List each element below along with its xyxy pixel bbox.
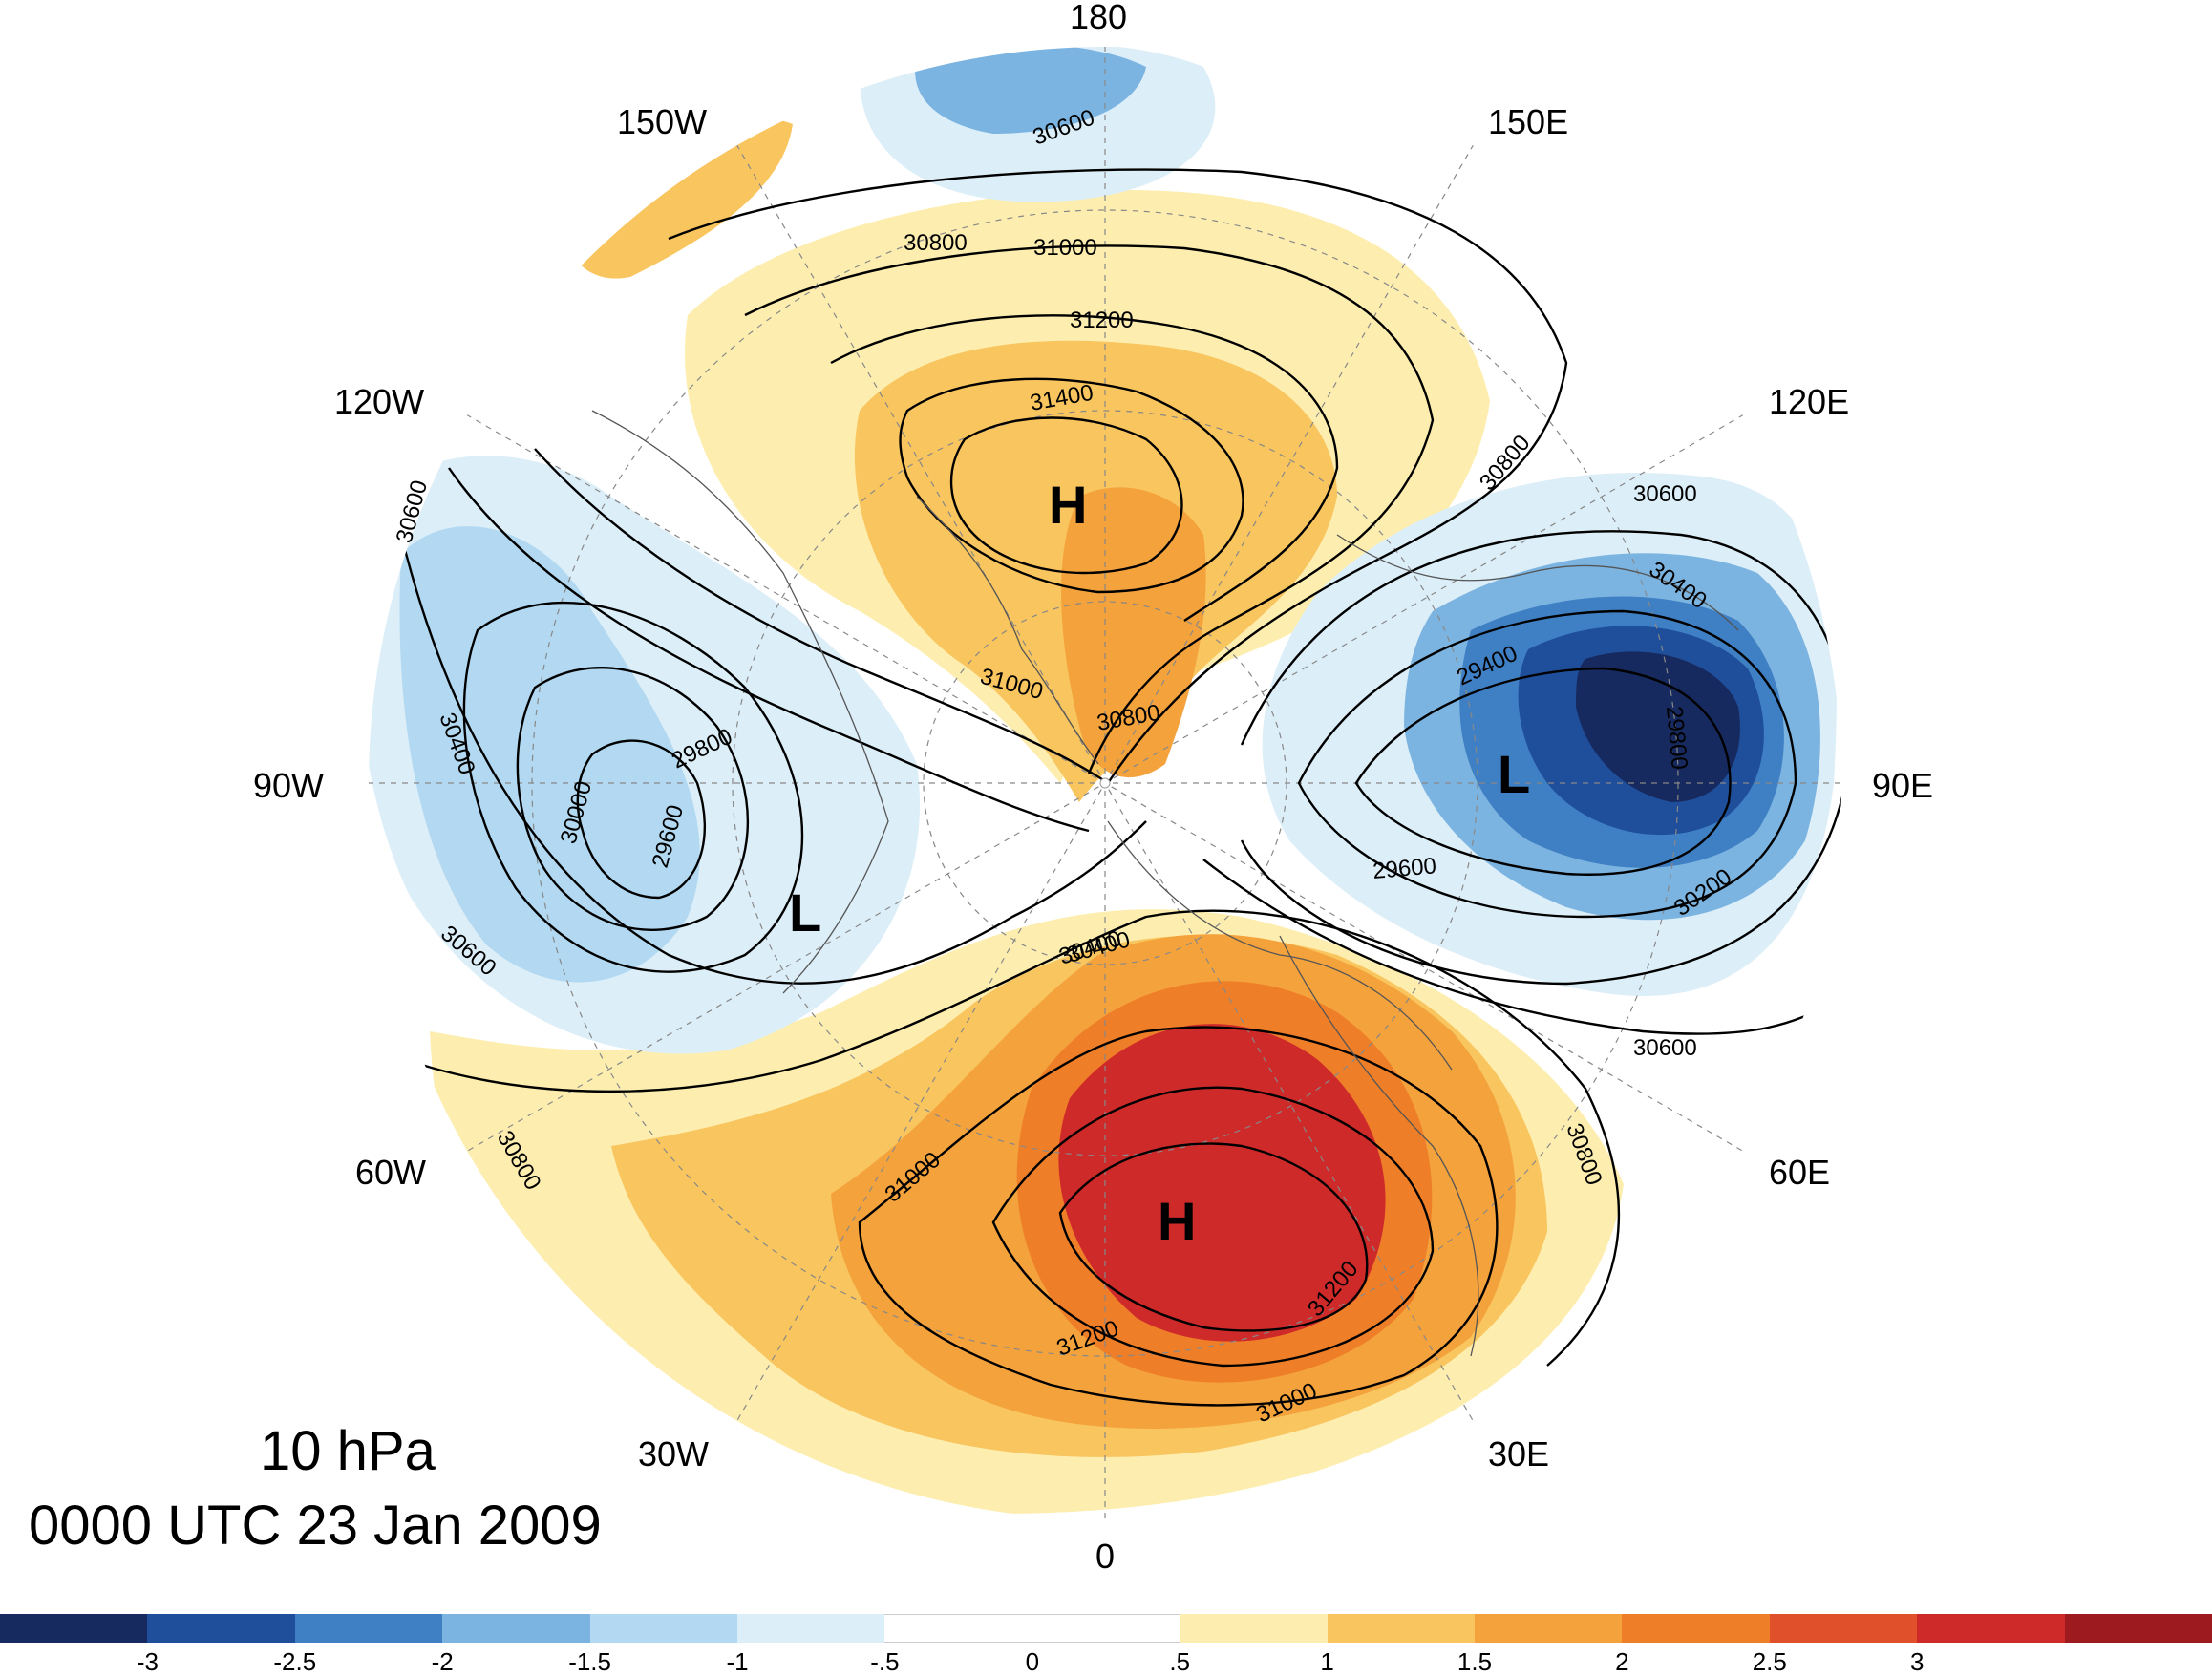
- lon-label-30e: 30E: [1488, 1434, 1550, 1474]
- colorbar-tick-label: 2: [1615, 1647, 1629, 1676]
- colorbar: [0, 1614, 2212, 1643]
- lon-label-150e: 150E: [1488, 102, 1569, 141]
- colorbar-tick-label: 1.5: [1457, 1647, 1493, 1676]
- colorbar-tick-label: 3: [1909, 1647, 1925, 1676]
- colorbar-tick-label: -1.5: [568, 1647, 611, 1676]
- pressure-centers: H H L L: [789, 475, 1530, 1251]
- colorbar-swatch: [294, 1614, 443, 1643]
- low-pressure-north-america-marker: L: [789, 882, 821, 943]
- colorbar-swatch: [1180, 1614, 1328, 1643]
- contour-label: 29800: [1661, 705, 1692, 771]
- colorbar-swatch: [1917, 1614, 2065, 1643]
- colorbar-tick-label: -2.5: [273, 1647, 317, 1676]
- lon-label-90e: 90E: [1872, 766, 1934, 805]
- colorbar-swatch: [2064, 1614, 2212, 1643]
- coastlines: [591, 410, 1739, 1357]
- contour-label: 29600: [1372, 853, 1437, 884]
- colorbar-tick-label: -.5: [870, 1647, 900, 1676]
- map-border: [367, 45, 1843, 1521]
- colorbar-swatch: [0, 1614, 148, 1643]
- colorbar-tick-label: .5: [1169, 1647, 1191, 1676]
- lon-label-60w: 60W: [355, 1153, 427, 1192]
- anomaly-negative-aleutian-core: [915, 46, 1146, 134]
- anomaly-positive-europe-core: [1058, 1024, 1386, 1342]
- contour-label: 30600: [1633, 481, 1697, 507]
- colorbar-tick-label: 2.5: [1752, 1647, 1787, 1676]
- valid-time-title: 0000 UTC 23 Jan 2009: [29, 1495, 602, 1557]
- lon-label-180: 180: [1070, 0, 1128, 36]
- lon-label-150w: 150W: [617, 102, 708, 141]
- lon-label-90w: 90W: [253, 766, 325, 805]
- colorbar-swatch: [884, 1614, 1032, 1643]
- high-pressure-pacific-marker: H: [1049, 475, 1087, 535]
- map-disc: [368, 46, 1842, 1520]
- pressure-level-title: 10 hPa: [260, 1420, 436, 1482]
- colorbar-tick-label: -2: [431, 1647, 454, 1676]
- lon-label-0: 0: [1095, 1537, 1116, 1576]
- colorbar-tick-label: -3: [136, 1647, 159, 1676]
- anomaly-positive-alaska: [566, 117, 793, 279]
- colorbar-swatch: [147, 1614, 295, 1643]
- lon-label-120w: 120W: [334, 382, 425, 421]
- colorbar-tick-label: 0: [1025, 1647, 1040, 1676]
- height-contours: [381, 168, 1842, 1407]
- lon-label-30w: 30W: [638, 1434, 710, 1474]
- low-pressure-siberia-marker: L: [1498, 744, 1530, 804]
- colorbar-swatch: [737, 1614, 885, 1643]
- colorbar-tick-label: -1: [726, 1647, 749, 1676]
- contour-label: 31200: [1070, 308, 1134, 333]
- colorbar-labels: -3 -2.5 -2 -1.5 -1 -.5 0 .5 1 1.5 2 2.5 3: [0, 1647, 2212, 1676]
- colorbar-swatch: [1475, 1614, 1623, 1643]
- anomaly-negative-siberia-core: [1576, 651, 1740, 802]
- colorbar-swatch: [442, 1614, 590, 1643]
- high-pressure-europe-marker: H: [1158, 1191, 1196, 1251]
- colorbar-tick-label: 1: [1320, 1647, 1334, 1676]
- contour-label: 30600: [1633, 1035, 1697, 1061]
- colorbar-swatch: [1327, 1614, 1476, 1643]
- colorbar-swatch: [1032, 1614, 1180, 1643]
- contour-label: 31000: [1033, 235, 1097, 261]
- contour-label: 30800: [904, 230, 968, 256]
- north-pole-marker: [1099, 777, 1111, 789]
- colorbar-swatch: [589, 1614, 738, 1643]
- colorbar-swatch: [1769, 1614, 1918, 1643]
- lon-label-120e: 120E: [1769, 382, 1850, 421]
- lon-label-60e: 60E: [1769, 1153, 1831, 1192]
- colorbar-swatch: [1622, 1614, 1770, 1643]
